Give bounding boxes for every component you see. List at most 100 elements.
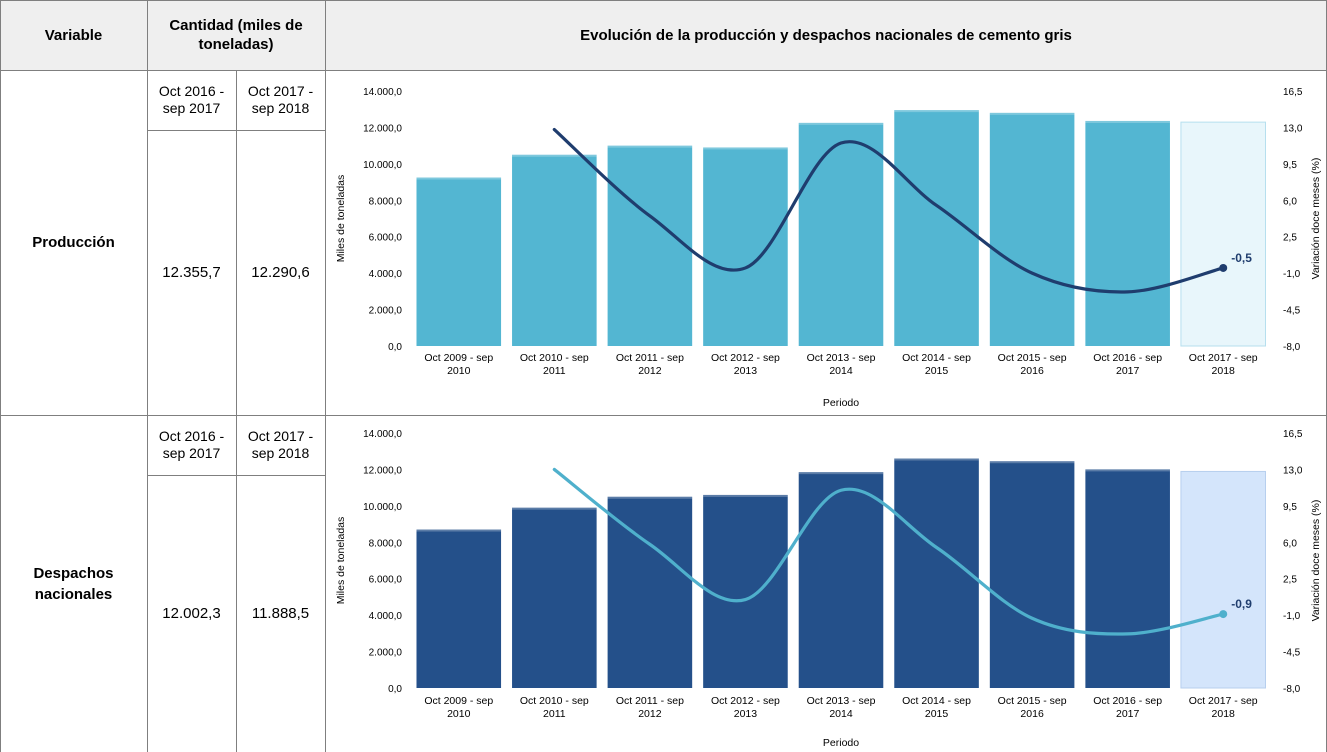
- value-b-despachos: 11.888,5: [251, 605, 310, 622]
- bar: [989, 461, 1075, 688]
- grid-line-row-separator: [0, 415, 1327, 416]
- line-end-marker: [1219, 263, 1228, 272]
- y2-tick-label: 9,5: [1283, 502, 1297, 513]
- bar: [512, 507, 597, 688]
- x-tick-label: Oct 2014 - sep 2015: [902, 352, 971, 377]
- y2-tick-label: 13,0: [1283, 123, 1303, 134]
- data-label: -0,5: [1231, 251, 1252, 265]
- y-axis-title: Miles de toneladas: [335, 517, 347, 605]
- row-label-despachos: Despachos nacionales: [33, 564, 114, 603]
- y2-tick-label: 2,5: [1283, 575, 1297, 586]
- value-b-produccion: 12.290,6: [251, 264, 310, 281]
- bar: [416, 177, 502, 346]
- x-tick-label: Oct 2013 - sep 2014: [807, 352, 876, 377]
- y2-tick-label: 13,0: [1283, 465, 1303, 476]
- y-tick-label: 2.000,0: [369, 306, 403, 317]
- bar: [512, 154, 597, 346]
- y-axis-title: Miles de toneladas: [335, 175, 347, 263]
- y-tick-label: 10.000,0: [363, 502, 402, 513]
- bar-highlight-edge: [1085, 120, 1170, 123]
- x-tick-label: Oct 2016 - sep 2017: [1093, 695, 1162, 720]
- y2-tick-label: 9,5: [1283, 160, 1297, 171]
- y-tick-label: 0,0: [388, 684, 402, 695]
- x-tick-label: Oct 2012 - sep 2013: [711, 352, 780, 377]
- bar-highlight-edge: [894, 458, 979, 461]
- bar-highlight-edge: [703, 147, 788, 150]
- x-axis-title: Periodo: [823, 397, 859, 409]
- y2-tick-label: -4,5: [1283, 306, 1301, 317]
- header-cantidad: Cantidad (miles de toneladas): [147, 0, 325, 70]
- x-tick-label: Oct 2011 - sep 2012: [616, 695, 684, 720]
- bar: [798, 122, 884, 346]
- bar: [1085, 469, 1170, 688]
- bar: [1180, 470, 1267, 689]
- bar: [416, 529, 502, 688]
- bar-highlight-edge: [894, 110, 979, 113]
- bar: [703, 494, 788, 688]
- y2-tick-label: -4,5: [1283, 648, 1301, 659]
- y-tick-label: 14.000,0: [363, 87, 402, 98]
- y-tick-label: 12.000,0: [363, 123, 402, 134]
- x-tick-label: Oct 2009 - sep 2010: [424, 352, 493, 377]
- y2-tick-label: 2,5: [1283, 233, 1297, 244]
- bar: [989, 112, 1075, 346]
- data-label: -0,9: [1231, 597, 1252, 611]
- chart-despachos: 0,0 2.000,0 4.000,0 6.000,0 8.000,0 10.000,0 1…: [335, 429, 1322, 749]
- bar: [1085, 120, 1170, 346]
- bar-highlight-edge: [512, 154, 597, 157]
- bar-highlight-edge: [416, 529, 502, 532]
- y-tick-label: 12.000,0: [363, 465, 402, 476]
- x-tick-label: Oct 2016 - sep 2017: [1093, 352, 1162, 377]
- period-b-produccion: Oct 2017 - sep 2018: [247, 83, 314, 116]
- series-line: [552, 127, 1225, 294]
- grid-line-col1: [147, 0, 148, 752]
- y-tick-label: 10.000,0: [363, 160, 402, 171]
- y2-tick-label: -8,0: [1283, 342, 1301, 353]
- bar-highlight-edge: [607, 145, 693, 148]
- bar: [607, 145, 693, 346]
- y2-tick-label: -1,0: [1283, 611, 1301, 622]
- y2-tick-label: 16,5: [1283, 429, 1303, 440]
- bar-highlight-edge: [607, 496, 693, 499]
- bar-highlight-edge: [512, 507, 597, 510]
- header-variable: Variable: [0, 0, 147, 70]
- grid-line-top: [0, 0, 1327, 1]
- header-chart-title: Evolución de la producción y despachos n…: [325, 0, 1327, 70]
- y2-axis-title: Variación doce meses (%): [1310, 500, 1322, 622]
- chart-plot: 0,0 2.000,0 4.000,0 6.000,0 8.000,0 10.000,0 1…: [335, 87, 1322, 409]
- bar-highlight-edge: [703, 494, 788, 497]
- y-tick-label: 6.000,0: [369, 233, 403, 244]
- y2-tick-label: -1,0: [1283, 269, 1301, 280]
- bar-highlight-edge: [798, 122, 884, 125]
- y-tick-label: 8.000,0: [369, 538, 403, 549]
- x-tick-label: Oct 2015 - sep 2016: [998, 352, 1067, 377]
- x-tick-label: Oct 2014 - sep 2015: [902, 695, 971, 720]
- chart-plot: 0,0 2.000,0 4.000,0 6.000,0 8.000,0 10.000,0 1…: [335, 429, 1322, 749]
- y2-axis-title: Variación doce meses (%): [1310, 158, 1322, 280]
- y-tick-label: 14.000,0: [363, 429, 402, 440]
- grid-line-left: [0, 0, 1, 752]
- y2-tick-label: 6,0: [1283, 196, 1297, 207]
- row-label-produccion: Producción: [32, 234, 115, 251]
- y-tick-label: 4.000,0: [369, 611, 403, 622]
- x-axis-title: Periodo: [823, 737, 859, 749]
- bar: [607, 496, 693, 688]
- period-b-despachos: Oct 2017 - sep 2018: [247, 428, 314, 461]
- bar: [894, 458, 979, 688]
- value-a-despachos: 12.002,3: [162, 605, 221, 622]
- period-a-produccion: Oct 2016 - sep 2017: [158, 83, 225, 116]
- line-end-marker: [1219, 610, 1228, 619]
- x-tick-label: Oct 2013 - sep 2014: [807, 695, 876, 720]
- y2-tick-label: -8,0: [1283, 684, 1301, 695]
- bar: [1180, 121, 1267, 347]
- y-tick-label: 4.000,0: [369, 269, 403, 280]
- y2-tick-label: 16,5: [1283, 87, 1303, 98]
- x-tick-label: Oct 2012 - sep 2013: [711, 695, 780, 720]
- x-tick-label: Oct 2010 - sep 2011: [520, 352, 589, 377]
- x-tick-label: Oct 2017 - sep 2018: [1189, 352, 1258, 377]
- bar: [703, 147, 788, 346]
- value-a-produccion: 12.355,7: [162, 264, 221, 281]
- bar-highlight-edge: [798, 472, 884, 475]
- x-tick-label: Oct 2010 - sep 2011: [520, 695, 589, 720]
- grid-line-col2: [325, 0, 326, 752]
